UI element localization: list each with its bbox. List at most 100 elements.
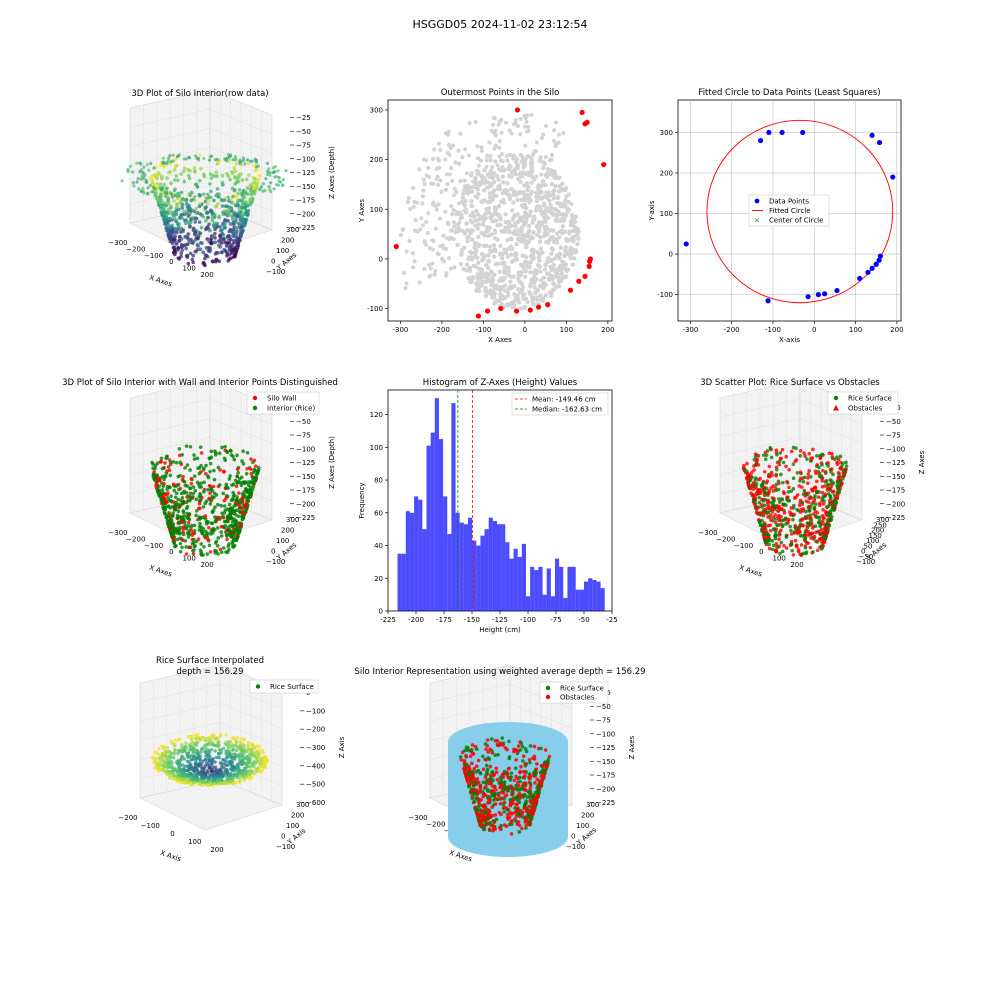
- surface-point: [201, 759, 205, 764]
- interior-point: [535, 232, 540, 238]
- interior-point: [516, 176, 521, 182]
- silo-point: [838, 454, 843, 459]
- silo-point: [120, 179, 124, 183]
- silo-point: [825, 488, 830, 492]
- interior-point: [553, 183, 558, 189]
- outermost-point: [579, 109, 585, 116]
- silo-point: [757, 495, 761, 500]
- interior-point: [568, 222, 574, 228]
- silo-point: [176, 154, 180, 158]
- silo-point: [217, 243, 221, 248]
- surface-point: [260, 769, 264, 773]
- z-tick-label: −200: [296, 500, 315, 508]
- silo-point: [168, 205, 173, 210]
- z-tick-label: −600: [306, 799, 325, 807]
- silo-point: [225, 243, 229, 248]
- silo-point: [181, 474, 185, 479]
- silo-point: [826, 528, 830, 532]
- silo-point: [265, 172, 270, 177]
- x-tick-label: 200: [790, 561, 803, 569]
- silo-point: [162, 201, 166, 205]
- silo-point: [233, 155, 237, 159]
- silo-point: [754, 458, 759, 462]
- silo-point: [842, 468, 847, 472]
- silo-point: [804, 509, 808, 514]
- interior-point: [485, 153, 490, 159]
- silo-point: [793, 538, 798, 543]
- silo-point: [267, 167, 271, 171]
- interior-point: [398, 233, 404, 238]
- silo-point: [173, 178, 177, 182]
- silo-point: [232, 188, 237, 193]
- silo-point: [137, 187, 141, 191]
- interior-point: [434, 166, 439, 171]
- histogram-bar: [530, 566, 535, 611]
- interior-point: [488, 215, 493, 220]
- interior-point: [476, 181, 481, 186]
- silo-point: [284, 169, 288, 173]
- y-tick-label: −100: [266, 558, 285, 566]
- y-tick-label: 60: [374, 509, 383, 517]
- silo-point: [198, 491, 202, 496]
- x-tick-label: 100: [560, 326, 573, 334]
- silo-point: [213, 505, 217, 509]
- silo-point: [191, 548, 195, 553]
- silo-point: [791, 476, 796, 481]
- silo-point: [237, 206, 241, 211]
- silo-point: [189, 482, 194, 486]
- silo-point: [168, 154, 172, 158]
- chart-title: Fitted Circle to Data Points (Least Squa…: [698, 88, 880, 98]
- silo-point: [763, 525, 768, 530]
- silo-point: [168, 217, 173, 221]
- silo-point: [244, 471, 249, 476]
- surface-point: [249, 748, 253, 753]
- silo-point: [770, 539, 775, 543]
- silo-point: [198, 445, 203, 449]
- silo-point: [173, 495, 178, 500]
- silo-point: [224, 485, 228, 490]
- silo-point: [214, 257, 219, 262]
- interior-point: [507, 152, 513, 157]
- interior-point: [449, 166, 454, 171]
- silo-point: [249, 184, 254, 189]
- outermost-point: [582, 121, 588, 127]
- interior-point: [543, 154, 548, 160]
- silo-point: [241, 156, 245, 160]
- surface-point: [157, 747, 161, 751]
- silo-point: [784, 522, 788, 526]
- silo-point: [795, 545, 799, 549]
- surface-point: [204, 757, 208, 762]
- silo-point: [210, 488, 215, 493]
- silo-point: [184, 254, 189, 258]
- silo-point: [160, 495, 165, 499]
- surface-point: [200, 736, 204, 740]
- surface-point: [261, 764, 266, 769]
- interior-point: [466, 255, 472, 261]
- surface-point: [199, 750, 203, 754]
- silo-point: [820, 540, 824, 544]
- histogram-bar: [451, 403, 456, 611]
- surface-point: [192, 757, 197, 761]
- silo-point: [176, 520, 181, 524]
- histogram-bar: [418, 499, 423, 611]
- z-tick-label: −300: [306, 744, 325, 752]
- interior-point: [479, 199, 484, 204]
- silo-point: [180, 538, 185, 543]
- surface-point: [232, 773, 236, 778]
- interior-point: [481, 177, 486, 182]
- histogram-bar: [496, 524, 502, 611]
- chart-title: Outermost Points in the Silo: [441, 88, 560, 98]
- silo-point: [241, 461, 246, 466]
- interior-point: [551, 138, 557, 143]
- silo-point: [193, 195, 197, 199]
- interior-point: [428, 273, 433, 278]
- silo-point: [215, 192, 220, 196]
- silo-point: [841, 461, 845, 466]
- interior-point: [553, 120, 559, 125]
- silo-point: [146, 186, 150, 190]
- silo-point: [778, 551, 782, 556]
- silo-point: [836, 471, 841, 475]
- y-tick-label: 150: [869, 532, 882, 540]
- surface-point: [194, 736, 199, 740]
- interior-point: [441, 233, 446, 238]
